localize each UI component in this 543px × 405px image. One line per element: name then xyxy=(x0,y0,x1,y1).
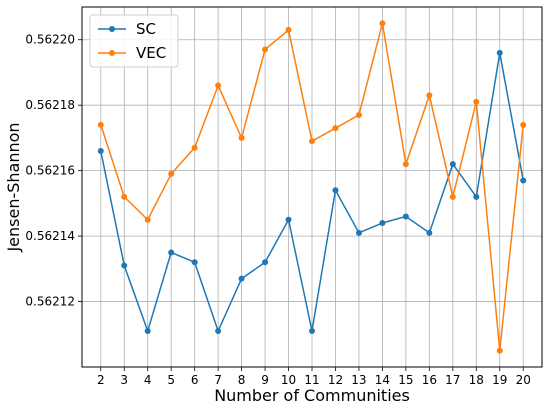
sc-data-point xyxy=(426,229,433,236)
sc-data-point xyxy=(285,216,292,223)
legend: SC VEC xyxy=(89,14,179,68)
x-tick-label: 18 xyxy=(469,373,484,387)
vec-data-point xyxy=(262,46,269,53)
vec-legend-label: VEC xyxy=(136,44,166,62)
vec-data-point xyxy=(379,20,386,27)
sc-data-point xyxy=(473,193,480,200)
sc-data-point xyxy=(191,259,198,266)
x-tick-label: 9 xyxy=(261,373,269,387)
sc-data-point xyxy=(144,328,151,334)
x-tick-label: 10 xyxy=(281,373,296,387)
x-tick-label: 13 xyxy=(351,373,366,387)
x-tick-label: 19 xyxy=(492,373,507,387)
axis-ticks: 2 3 4 5 6 7 8 9 10 11 12 13 14 15 16 17 18 19 20 0.56212 0.5… xyxy=(25,33,530,387)
x-tick-label: 17 xyxy=(445,373,460,387)
sc-data-point xyxy=(168,249,175,256)
y-tick-label: 0.56218 xyxy=(25,98,75,112)
vec-data-point xyxy=(121,193,128,200)
sc-data-point xyxy=(215,328,222,334)
y-tick-label: 0.56212 xyxy=(25,295,75,309)
vec-data-point xyxy=(332,125,339,132)
sc-legend-label: SC xyxy=(136,20,156,38)
y-tick-label: 0.56220 xyxy=(25,33,75,47)
x-tick-label: 14 xyxy=(375,373,390,387)
y-tick-label: 0.56214 xyxy=(25,229,75,243)
sc-data-point xyxy=(97,148,104,154)
x-tick-label: 20 xyxy=(516,373,531,387)
x-tick-label: 16 xyxy=(422,373,437,387)
vec-data-point xyxy=(496,347,503,354)
sc-legend-marker xyxy=(109,26,115,32)
sc-data-point xyxy=(496,49,503,56)
sc-data-point xyxy=(379,220,386,226)
vec-data-point xyxy=(191,144,198,151)
sc-data-point xyxy=(121,262,128,269)
vec-data-point xyxy=(449,193,456,200)
vec-data-point xyxy=(97,121,104,128)
vec-data-point xyxy=(168,170,175,177)
sc-data-point xyxy=(520,177,527,184)
sc-data-point xyxy=(402,213,409,220)
vec-data-point xyxy=(473,98,480,105)
x-tick-label: 11 xyxy=(304,373,319,387)
sc-data-point xyxy=(238,275,245,282)
vec-data-point xyxy=(144,216,151,223)
vec-legend-marker xyxy=(109,50,115,56)
y-axis-title: Jensen-Shannon xyxy=(4,122,23,252)
vec-data-point xyxy=(426,92,433,99)
y-tick-label: 0.56216 xyxy=(25,164,75,178)
sc-data-point xyxy=(449,161,456,168)
sc-data-point xyxy=(262,259,269,266)
x-tick-label: 6 xyxy=(191,373,199,387)
sc-data-point xyxy=(332,187,339,194)
x-tick-label: 12 xyxy=(328,373,343,387)
x-tick-label: 5 xyxy=(167,373,175,387)
vec-data-point xyxy=(402,161,409,168)
x-tick-label: 7 xyxy=(214,373,222,387)
vec-data-point xyxy=(520,121,527,128)
sc-data-point xyxy=(309,328,315,334)
sc-data-point xyxy=(355,229,362,236)
x-tick-label: 4 xyxy=(144,373,152,387)
x-axis-title: Number of Communities xyxy=(214,386,410,405)
vec-data-point xyxy=(309,138,315,145)
x-tick-label: 15 xyxy=(398,373,413,387)
vec-data-point xyxy=(215,82,222,89)
series-layer xyxy=(97,20,527,354)
vec-data-point xyxy=(238,134,245,141)
grid xyxy=(82,7,542,367)
vec-data-point xyxy=(355,112,362,118)
vec-data-point xyxy=(285,26,292,33)
x-tick-label: 3 xyxy=(120,373,128,387)
x-tick-label: 2 xyxy=(97,373,105,387)
x-tick-label: 8 xyxy=(238,373,246,387)
